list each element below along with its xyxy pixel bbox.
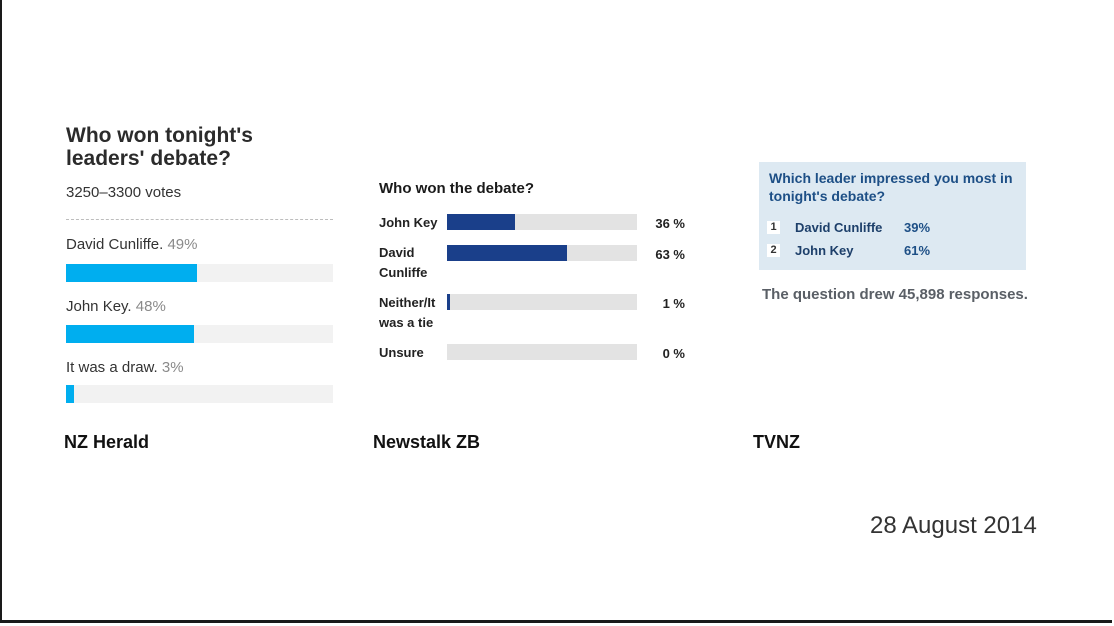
tvnz-name-cunliffe: David Cunliffe [795, 220, 883, 235]
tvnz-response-count: The question drew 45,898 responses. [762, 286, 1028, 303]
herald-pct-draw: 3% [161, 359, 184, 376]
zb-poll-title: Who won the debate? [379, 180, 534, 197]
source-label-tvnz: TVNZ [753, 432, 800, 452]
herald-label-draw: It was a draw. 3% [66, 359, 184, 376]
herald-pct-cunliffe: 49% [167, 236, 198, 253]
herald-bar-track [66, 385, 333, 403]
zb-bar-track [447, 344, 637, 360]
zb-label-key: John Key [379, 215, 438, 230]
source-label-nz-herald: NZ Herald [64, 432, 150, 452]
zb-label-unsure: Unsure [379, 345, 424, 360]
herald-bar-track [66, 325, 333, 343]
zb-bar-cunliffe [447, 245, 567, 261]
herald-pct-key: 48% [135, 298, 166, 315]
herald-bar-draw [66, 385, 74, 403]
tvnz-pct-key: 61% [904, 243, 931, 258]
zb-pct-cunliffe: 63 % [655, 247, 685, 262]
herald-vote-count: 3250–3300 votes [66, 184, 182, 201]
herald-divider [66, 219, 333, 220]
zb-bar-key [447, 214, 516, 230]
tvnz-name-key: John Key [795, 243, 854, 258]
tvnz-rank-badge: 2 [767, 244, 780, 257]
zb-label-tie: Neither/It was a tie [379, 295, 436, 330]
herald-bar-cunliffe [66, 264, 197, 282]
herald-poll-title: Who won tonight's leaders' debate? [66, 124, 253, 170]
tvnz-pct-cunliffe: 39% [904, 220, 931, 235]
zb-pct-unsure: 0 % [662, 346, 685, 361]
herald-bar-key [66, 325, 195, 343]
tvnz-question: Which leader impressed you most in tonig… [769, 170, 1013, 204]
zb-label-cunliffe: David Cunliffe [379, 245, 428, 280]
source-label-newstalk-zb: Newstalk ZB [373, 432, 481, 452]
herald-label-cunliffe: David Cunliffe. 49% [66, 236, 198, 253]
tvnz-results-box [759, 162, 1026, 270]
date-label: 28 August 2014 [870, 512, 1037, 539]
tvnz-rank-badge: 1 [767, 221, 780, 234]
zb-pct-key: 36 % [655, 216, 685, 231]
zb-bar-track [447, 294, 637, 310]
zb-bar-tie [447, 294, 450, 310]
zb-pct-tie: 1 % [662, 296, 685, 311]
herald-bar-track [66, 264, 333, 282]
herald-label-key: John Key. 48% [66, 298, 166, 315]
zb-bar-track [447, 214, 637, 230]
zb-bar-track [447, 245, 637, 261]
